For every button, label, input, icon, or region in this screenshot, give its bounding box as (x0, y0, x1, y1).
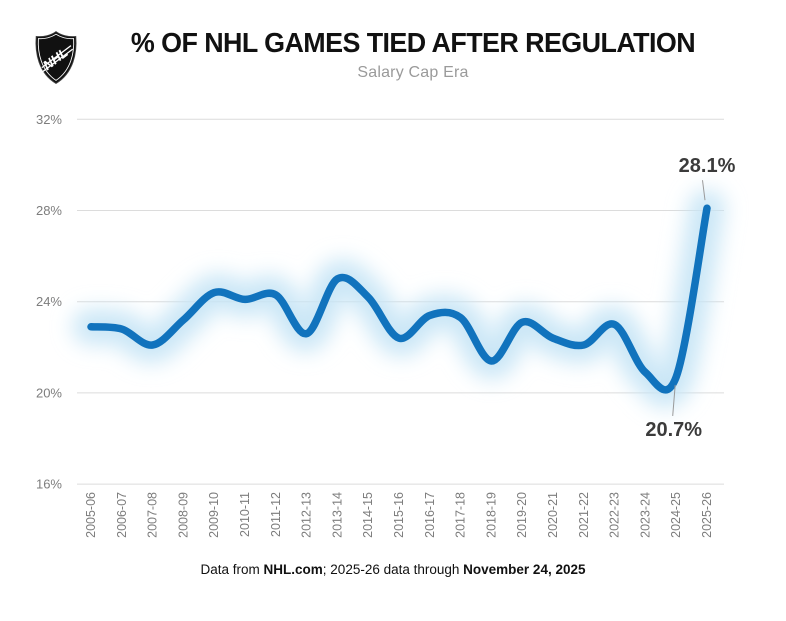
data-line (87, 204, 711, 394)
x-axis-tick: 2018-19 (484, 492, 498, 538)
x-axis-tick: 2016-17 (423, 492, 437, 538)
x-axis-tick: 2006-07 (115, 492, 129, 538)
x-axis-tick: 2020-21 (546, 492, 560, 538)
line-glow-outer (69, 186, 729, 412)
x-axis-tick: 2009-10 (207, 492, 221, 538)
y-axis-tick: 20% (36, 385, 62, 400)
x-axis-tick: 2010-11 (238, 492, 252, 537)
annotation-label: 28.1% (679, 155, 736, 177)
chart-subtitle: Salary Cap Era (357, 64, 469, 82)
y-axis-tick: 32% (36, 112, 62, 127)
source-name: NHL.com (263, 562, 323, 577)
annotation-leader (702, 180, 706, 201)
x-axis-tick: 2008-09 (176, 492, 190, 538)
x-axis-tick: 2015-16 (392, 492, 406, 538)
shield-stripe-upper-icon (41, 45, 72, 69)
y-axis-tick: 24% (36, 294, 62, 309)
x-axis-tick: 2012-13 (300, 492, 314, 538)
line-glow (69, 186, 729, 412)
nhl-logo: NHL (35, 30, 77, 84)
y-axis-tick: 28% (36, 203, 62, 218)
x-axis-tick: 2007-08 (146, 492, 160, 538)
x-axis-tick: 2023-24 (638, 492, 652, 538)
line-layer (87, 204, 711, 394)
annotation-leader (672, 384, 676, 416)
page-title: % OF NHL GAMES TIED AFTER REGULATION (130, 27, 696, 58)
x-axis-tick: 2013-14 (330, 492, 344, 538)
x-axis-tick: 2011-12 (269, 492, 283, 537)
shield-stripe-lower-icon (40, 48, 74, 74)
x-axis-tick: 2005-06 (84, 492, 98, 538)
x-axis-tick: 2024-25 (669, 492, 683, 538)
annotation-layer: 28.1% 20.7% (645, 155, 735, 441)
source-date: November 24, 2025 (463, 562, 586, 577)
x-axis-tick: 2019-20 (515, 492, 529, 538)
source-note-prefix: Data from (200, 562, 264, 577)
source-note-middle: ; 2025-26 data through (322, 562, 464, 577)
shield-inner-outline-icon (37, 33, 75, 81)
y-axis-tick: 16% (36, 477, 62, 492)
x-axis-tick: 2014-15 (361, 492, 375, 538)
x-axis-tick: 2022-23 (608, 492, 622, 538)
annotation-label: 20.7% (645, 419, 702, 441)
x-axis-tick: 2025-26 (700, 492, 714, 538)
source-note: Data from NHL.com; 2025-26 data through … (0, 562, 786, 577)
grid-layer: 32% 28% 24% 20% 16% 2005-06 2006-07 2007-08 2008… (36, 112, 724, 538)
x-axis-tick: 2017-18 (454, 492, 468, 538)
header: % OF NHL GAMES TIED AFTER REGULATION Sal… (48, 28, 778, 82)
x-axis-tick: 2021-22 (577, 492, 591, 538)
